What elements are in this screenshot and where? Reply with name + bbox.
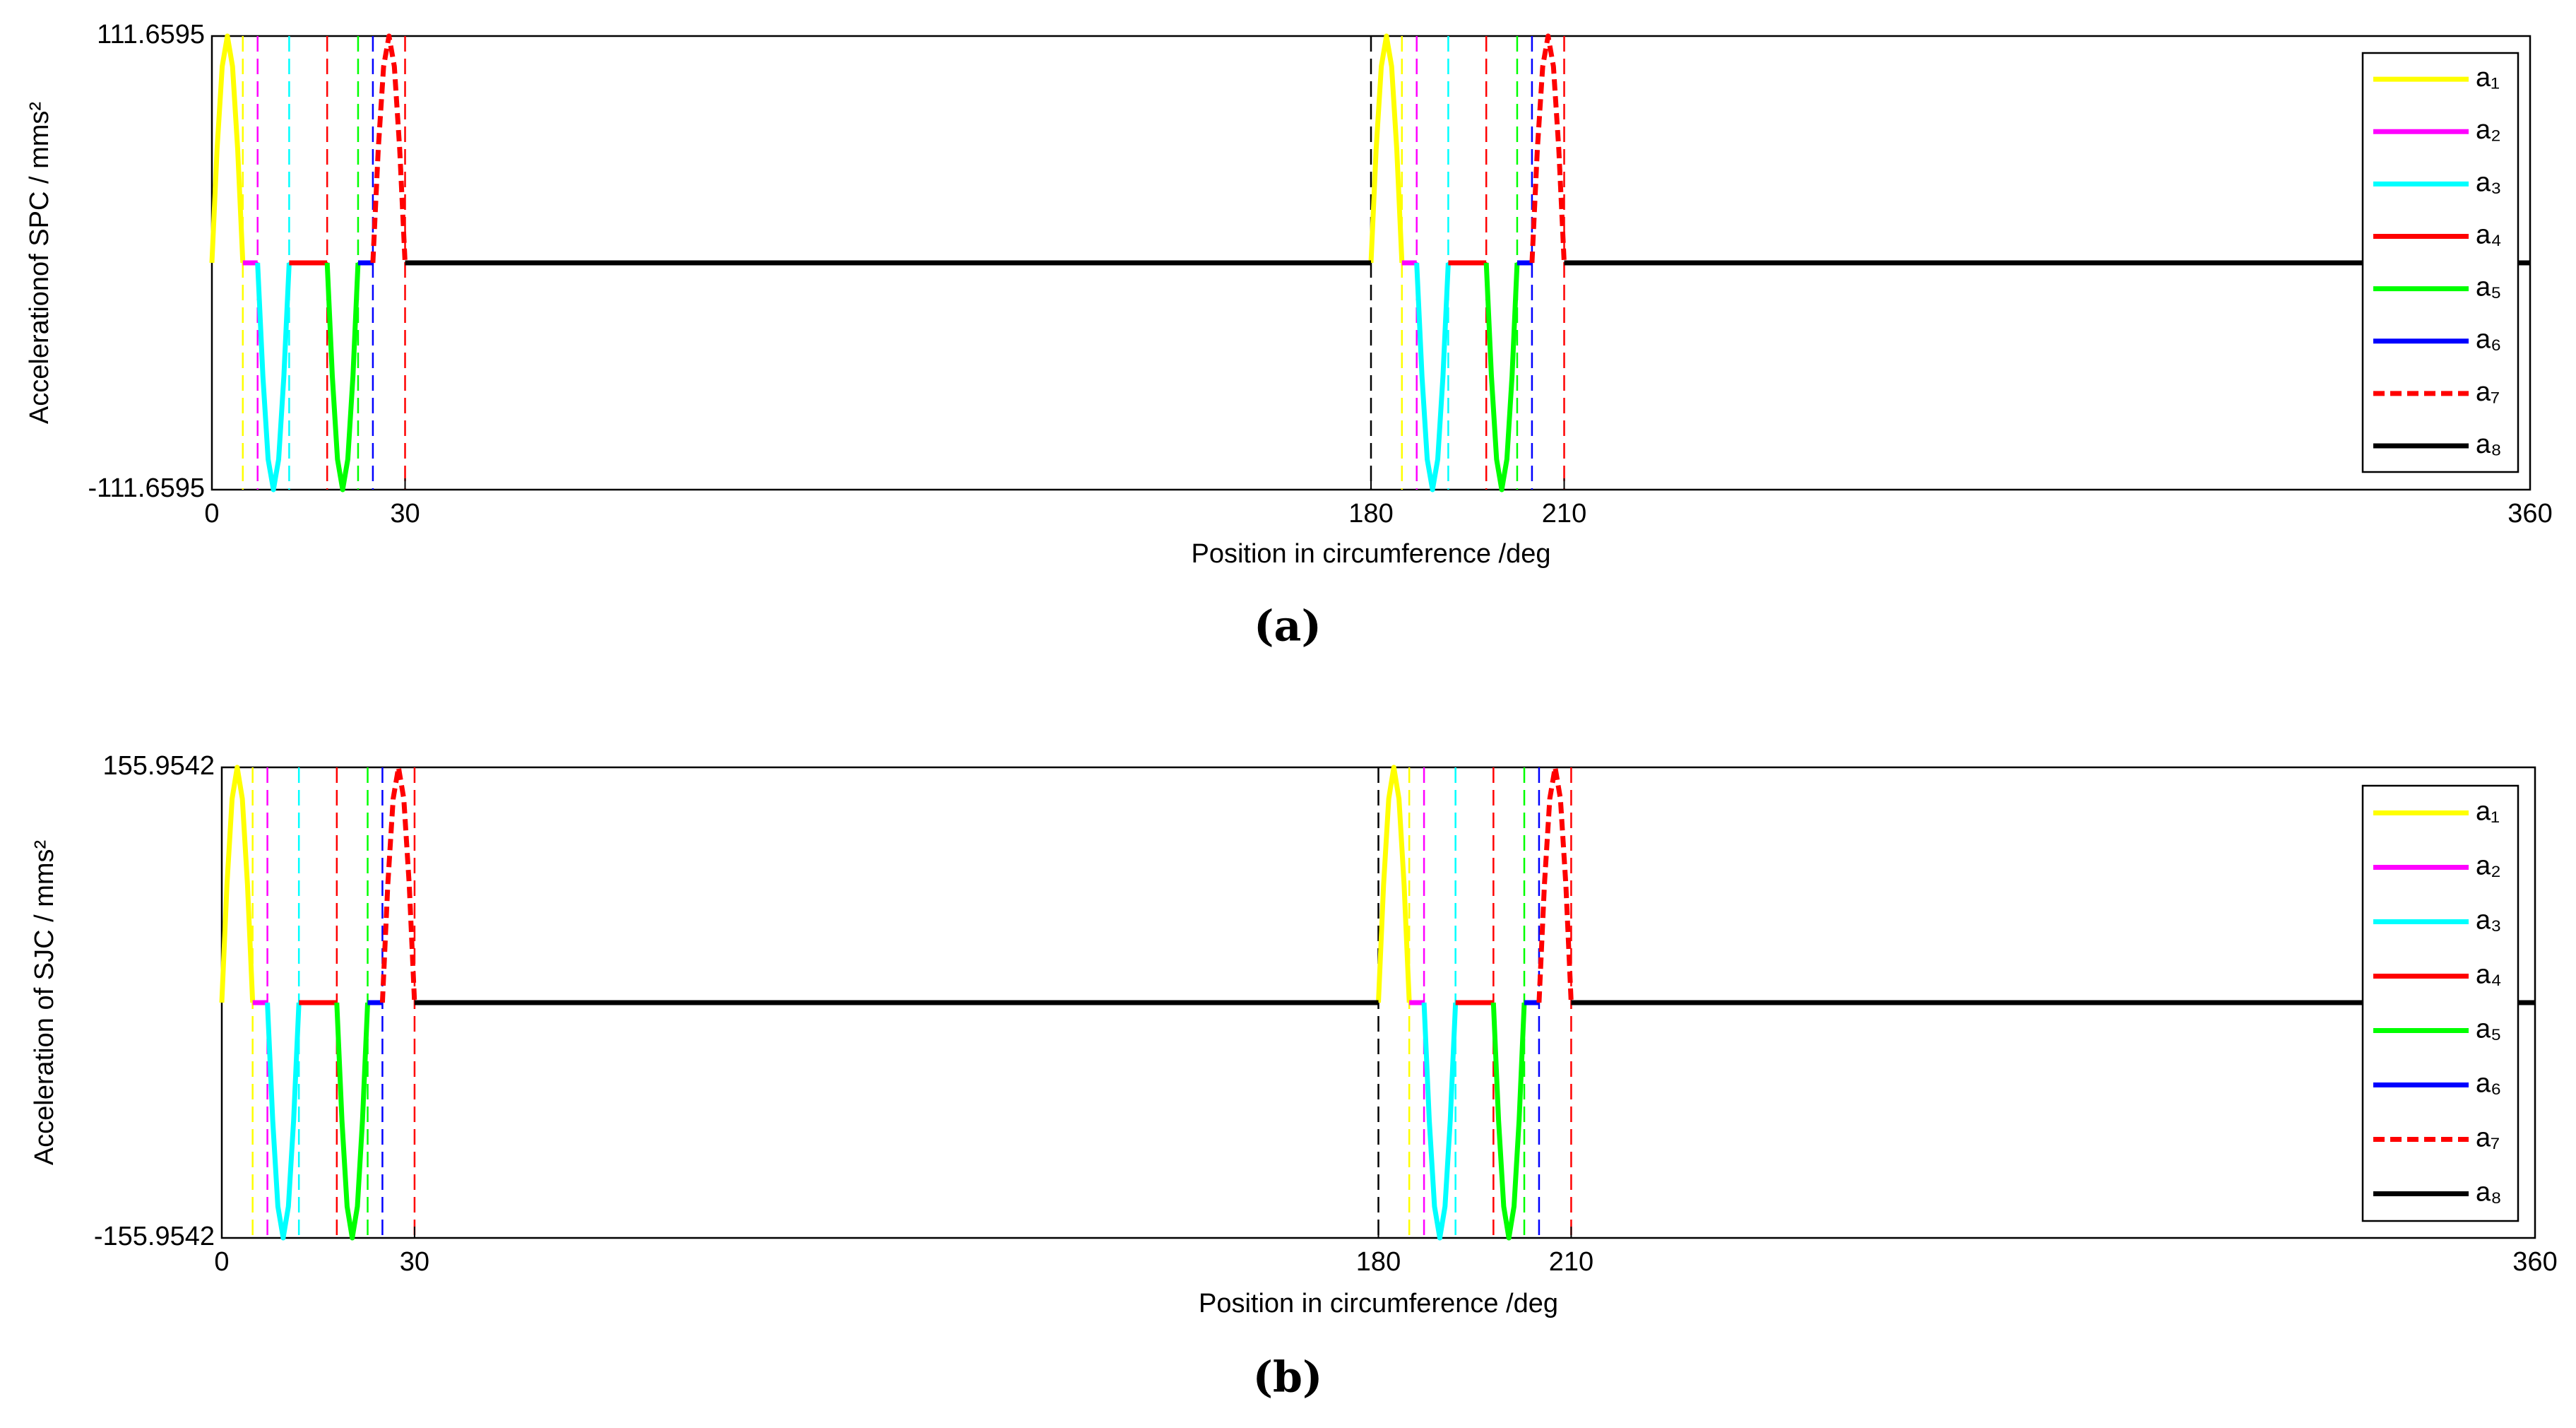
- legend-label: a₅: [2476, 1015, 2501, 1044]
- x-tick-label: 210: [1549, 1247, 1593, 1277]
- legend-label: a₆: [2476, 325, 2501, 355]
- x-tick-label: 0: [214, 1247, 229, 1277]
- legend-box: [2361, 52, 2519, 473]
- y-axis-label: Accelerationof SPC / mms²: [25, 102, 54, 424]
- legend-box: [2361, 784, 2519, 1222]
- legend-label: a₇: [2476, 377, 2500, 407]
- legend-label: a₆: [2476, 1069, 2501, 1099]
- y-tick-label: 111.6595: [97, 20, 205, 49]
- y-tick-label: -155.9542: [94, 1222, 215, 1251]
- legend-label: a₈: [2476, 1178, 2502, 1208]
- legend-label: a₂: [2476, 851, 2501, 881]
- x-axis-label: Position in circumference /deg: [1199, 1289, 1558, 1318]
- legend-label: a₇: [2476, 1123, 2500, 1153]
- x-axis-label: Position in circumference /deg: [1191, 539, 1550, 569]
- legend-label: a₂: [2476, 115, 2501, 145]
- legend-label: a₃: [2476, 167, 2502, 197]
- x-tick-label: 30: [390, 499, 420, 529]
- series-line: [255, 262, 1451, 492]
- legend-label: a₃: [2476, 906, 2502, 936]
- legend-label: a₁: [2476, 63, 2500, 93]
- x-tick-label: 0: [204, 499, 219, 529]
- x-tick-label: 360: [2512, 1247, 2557, 1277]
- legend-label: a₄: [2476, 220, 2502, 249]
- legend-label: a₄: [2476, 960, 2502, 990]
- series-line: [324, 262, 1520, 492]
- series-line: [209, 33, 1405, 264]
- x-tick-label: 360: [2507, 499, 2552, 529]
- series-line: [370, 33, 1567, 264]
- caption: (b): [1253, 1353, 1323, 1403]
- legend: a₁ a₂ a₃ a₄ a₅ a₆ a₇ a₈: [2361, 52, 2519, 473]
- series-line: [219, 765, 1412, 1003]
- legend-label: a₁: [2476, 797, 2500, 827]
- y-tick-label: 155.9542: [103, 751, 215, 781]
- y-axis-label: Acceleration of SJC / mms²: [30, 840, 59, 1165]
- series-line: [265, 1002, 1459, 1241]
- x-tick-label: 30: [400, 1247, 429, 1277]
- legend-label: a₈: [2476, 430, 2502, 459]
- legend-label: a₅: [2476, 273, 2501, 302]
- y-tick-label: -111.6595: [88, 473, 205, 503]
- x-tick-label: 210: [1542, 499, 1586, 529]
- legend: a₁ a₂ a₃ a₄ a₅ a₆ a₇ a₈: [2361, 784, 2519, 1222]
- x-tick-label: 180: [1348, 499, 1393, 529]
- series-line: [334, 1002, 1527, 1241]
- subplot: 0 30 180 210 360-111.6595111.6595a₁a₂a₃a₄a₅a…: [25, 20, 2553, 651]
- subplot: 0 30 180 210 360-155.9542155.9542a₁a₂a₃a₄a₅a…: [30, 751, 2558, 1402]
- caption: (a): [1254, 602, 1322, 651]
- x-tick-label: 180: [1356, 1247, 1401, 1277]
